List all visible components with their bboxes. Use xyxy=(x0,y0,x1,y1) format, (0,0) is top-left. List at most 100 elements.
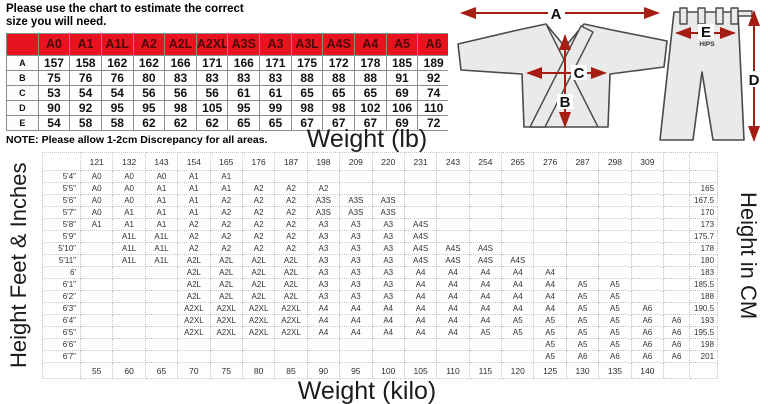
size-cell xyxy=(306,170,341,183)
measure-value: 185 xyxy=(385,54,419,71)
corner-cell xyxy=(6,32,39,56)
size-grid-row: 5'9" A1L A1L A2 A2 A2 A2 A3 A3 A3 A4S 175.7 xyxy=(42,230,719,243)
size-cell: A3 xyxy=(371,218,405,231)
size-column-header: A2XL xyxy=(195,32,229,56)
height-cm-label: 183 xyxy=(689,266,719,279)
gi-pants-shape xyxy=(659,11,745,141)
size-cell xyxy=(274,338,308,351)
height-cm-label: 165 xyxy=(689,182,719,195)
size-cell: A1 xyxy=(112,218,146,231)
size-cell: A1 xyxy=(112,206,146,219)
size-cell: A4 xyxy=(501,266,535,279)
measure-value: 80 xyxy=(132,69,166,86)
size-cell: A3 xyxy=(339,230,373,243)
size-cell: A4 xyxy=(533,302,567,315)
measure-value: 56 xyxy=(195,84,229,101)
measure-value: 98 xyxy=(322,99,356,116)
size-cell: A3 xyxy=(306,230,341,243)
size-cell: A5 xyxy=(598,326,632,339)
size-cell xyxy=(598,206,632,219)
size-cell xyxy=(598,182,632,195)
size-cell xyxy=(630,290,665,303)
intro-text: Please use the chart to estimate the cor… xyxy=(6,3,244,28)
height-cm-label xyxy=(689,170,719,183)
size-cell xyxy=(274,170,308,183)
size-cell xyxy=(663,170,691,183)
size-cell: A4 xyxy=(436,314,470,327)
size-cell: A2L xyxy=(209,290,243,303)
size-cell xyxy=(436,182,470,195)
size-cell: A4S xyxy=(436,254,470,267)
size-cell: A2L xyxy=(274,278,308,291)
size-column-header: A3L xyxy=(290,32,324,56)
gi-pants-diagram: E HIPS D xyxy=(659,7,762,142)
size-cell: A2 xyxy=(209,242,243,255)
size-cell: A3 xyxy=(306,218,341,231)
size-cell: A2 xyxy=(274,206,308,219)
size-cell: A6 xyxy=(663,314,691,327)
size-grid-row: 5'4" A0 A0 A0 A1 A1 xyxy=(42,170,719,183)
size-column-header: A6 xyxy=(417,32,450,56)
size-cell xyxy=(144,266,179,279)
size-cell xyxy=(79,254,114,267)
weight-lb-label: 243 xyxy=(436,152,470,171)
size-cell: A4 xyxy=(306,314,341,327)
size-cell xyxy=(565,230,600,243)
size-cell xyxy=(630,230,665,243)
size-cell xyxy=(565,182,600,195)
size-grid-row: 6'5" A2XL A2XL A2XL A2XL A4 A4 A4 A4 A4 A5 A5 A5 A5 A5… xyxy=(42,326,719,339)
corner-cell xyxy=(689,362,719,379)
size-cell xyxy=(598,266,632,279)
size-cell xyxy=(663,194,691,207)
size-cell xyxy=(663,302,691,315)
height-cm-label: 167.5 xyxy=(689,194,719,207)
measure-value: 61 xyxy=(227,84,261,101)
size-cell: A0 xyxy=(112,182,146,195)
measure-label-b: B xyxy=(560,94,571,111)
size-cell: A2XL xyxy=(177,326,211,339)
size-cell xyxy=(177,350,211,363)
size-cell xyxy=(371,170,405,183)
size-grid-row: 6'2" A2L A2L A2L A2L A3 A3 A3 A4 A4 A4 A4 A4 A5 A5 188 xyxy=(42,290,719,303)
size-cell xyxy=(533,206,567,219)
size-cell: A2XL xyxy=(274,314,308,327)
size-cell: A2 xyxy=(209,194,243,207)
measure-value: 65 xyxy=(290,84,324,101)
size-cell xyxy=(436,206,470,219)
size-cell: A2L xyxy=(241,290,276,303)
size-cell: A3 xyxy=(371,266,405,279)
size-cell: A6 xyxy=(565,350,600,363)
size-cell: A3 xyxy=(339,266,373,279)
label-chip-e xyxy=(698,24,714,39)
measure-value: 54 xyxy=(37,114,71,131)
weight-lb-label: 287 xyxy=(565,152,600,171)
size-cell: A1L xyxy=(112,230,146,243)
height-ft-label: 6'4" xyxy=(42,314,81,327)
size-cell xyxy=(403,182,438,195)
measure-value: 158 xyxy=(69,54,102,71)
size-cell: A4 xyxy=(533,266,567,279)
size-cell xyxy=(533,218,567,231)
size-cell: A6 xyxy=(630,338,665,351)
size-cell xyxy=(306,338,341,351)
measure-value: 99 xyxy=(259,99,292,116)
size-cell: A3 xyxy=(339,278,373,291)
size-cell: A0 xyxy=(79,206,114,219)
height-ft-label: 5'9" xyxy=(42,230,81,243)
size-cell xyxy=(630,182,665,195)
measure-value: 83 xyxy=(227,69,261,86)
size-cell: A1L xyxy=(144,230,179,243)
measure-value: 88 xyxy=(322,69,356,86)
size-cell: A3S xyxy=(371,206,405,219)
measurement-block: Please use the chart to estimate the cor… xyxy=(6,3,450,146)
height-ft-label: 6'6" xyxy=(42,338,81,351)
size-cell: A3S xyxy=(339,194,373,207)
size-column-header: A2L xyxy=(164,32,197,56)
size-cell: A3 xyxy=(371,290,405,303)
size-cell xyxy=(436,338,470,351)
measure-value: 90 xyxy=(37,99,71,116)
size-cell: A5 xyxy=(501,326,535,339)
height-cm-label: 185.5 xyxy=(689,278,719,291)
measure-value: 61 xyxy=(259,84,292,101)
